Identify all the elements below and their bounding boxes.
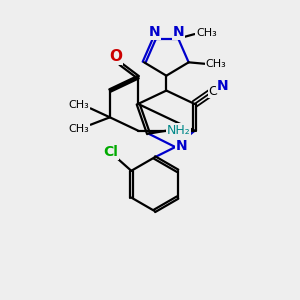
Text: O: O [109,49,122,64]
Text: Cl: Cl [103,146,118,159]
Text: CH₃: CH₃ [68,100,89,110]
Text: C: C [208,85,217,98]
Text: CH₃: CH₃ [68,124,89,134]
Text: N: N [148,25,160,39]
Text: N: N [172,25,184,39]
Text: CH₃: CH₃ [206,59,226,69]
Text: NH₂: NH₂ [167,124,190,137]
Text: N: N [217,79,228,92]
Text: CH₃: CH₃ [196,28,217,38]
Text: N: N [176,139,188,152]
